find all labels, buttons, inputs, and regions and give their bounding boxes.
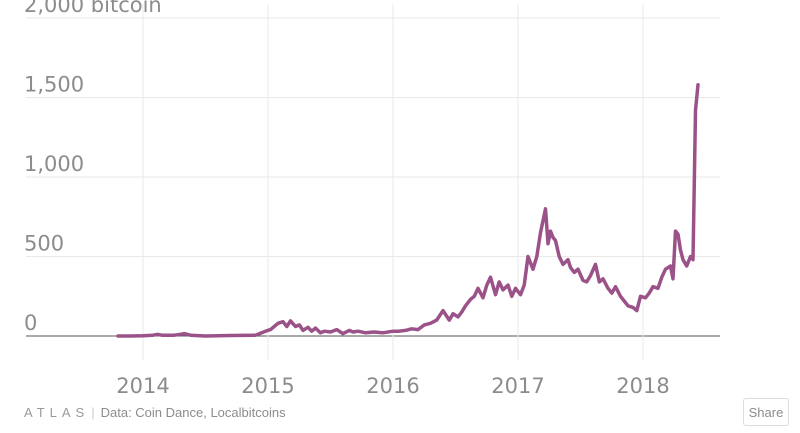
x-tick-label: 2016 [366, 374, 419, 398]
footer: ATLAS | Data: Coin Dance, Localbitcoins [24, 405, 286, 420]
atlas-logo: ATLAS [24, 405, 90, 420]
footer-separator: | [91, 405, 95, 420]
series-line [116, 83, 700, 338]
gridlines [26, 4, 720, 360]
source-note: Data: Coin Dance, Localbitcoins [100, 405, 286, 420]
y-tick-label: 1,000 [24, 152, 84, 176]
x-tick-label: 2017 [491, 374, 544, 398]
y-tick-label: 1,500 [24, 73, 84, 97]
y-tick-label: 2,000 bitcoin [24, 0, 162, 17]
y-tick-label: 500 [24, 232, 64, 256]
x-tick-label: 2014 [116, 374, 169, 398]
y-tick-label: 0 [24, 311, 37, 335]
share-button[interactable]: Share [743, 398, 789, 426]
x-tick-label: 2018 [616, 374, 669, 398]
y-axis-ticks: 0 500 1,000 1,500 2,000 bitcoin [24, 0, 162, 335]
x-axis-ticks: 2014 2015 2016 2017 2018 [116, 374, 669, 398]
x-tick-label: 2015 [241, 374, 294, 398]
series-layer [116, 83, 700, 338]
